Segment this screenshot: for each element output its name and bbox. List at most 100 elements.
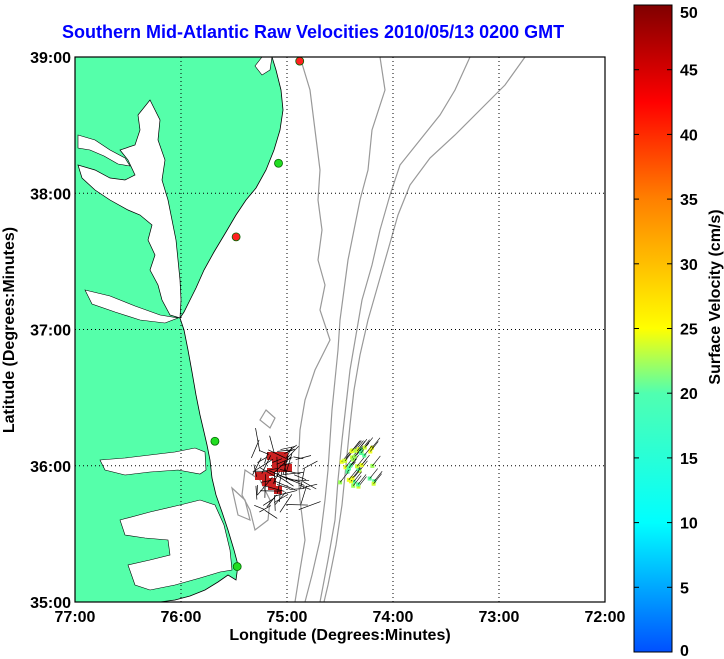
velocity-vector — [279, 494, 293, 513]
y-tick-label: 37:00 — [30, 323, 71, 340]
velocity-vector — [265, 468, 278, 472]
velocity-vector — [255, 427, 261, 452]
velocity-vector — [274, 491, 287, 505]
velocity-vector — [348, 457, 358, 469]
velocity-vector — [268, 449, 287, 459]
velocity-cell — [272, 458, 280, 466]
velocity-vector — [254, 504, 265, 510]
james-river — [84, 289, 180, 324]
colorbar-tick-label: 50 — [680, 5, 698, 22]
plot-frame — [74, 56, 606, 603]
velocity-cell — [255, 472, 263, 480]
velocity-vector — [279, 489, 281, 503]
chart-title: Southern Mid-Atlantic Raw Velocities 201… — [62, 22, 565, 42]
velocity-cell — [280, 452, 288, 460]
station-marker — [274, 158, 283, 168]
velocity-vector — [264, 509, 278, 519]
velocity-cell — [284, 464, 292, 472]
albemarle-sound — [99, 447, 207, 476]
velocity-vector — [354, 446, 363, 457]
grid-lines — [75, 57, 605, 602]
colorbar-tick-label: 20 — [680, 386, 698, 403]
velocity-vector — [279, 462, 293, 467]
y-tick-label: 36:00 — [30, 459, 71, 476]
velocity-vector — [364, 437, 373, 448]
x-tick-label: 75:00 — [267, 609, 308, 626]
velocity-cell — [278, 464, 286, 472]
potomac-river — [77, 134, 131, 167]
velocity-vector — [277, 449, 294, 452]
velocity-vector — [285, 446, 293, 459]
station-marker — [231, 232, 241, 242]
velocity-cell — [261, 472, 269, 480]
velocity-vector — [255, 485, 258, 500]
station-marker — [232, 562, 242, 571]
velocity-vector — [352, 467, 361, 479]
velocity-vector — [373, 473, 382, 484]
pamlico-sound — [119, 499, 233, 591]
velocity-vector — [286, 445, 299, 459]
y-tick-label: 38:00 — [30, 186, 71, 203]
velocity-vector — [300, 468, 305, 489]
velocity-vector — [265, 485, 285, 492]
colorbar-tick-label: 10 — [680, 516, 698, 533]
colorbar-tick-label: 30 — [680, 257, 698, 274]
velocity-vector — [284, 460, 287, 481]
velocity-vector — [302, 481, 317, 490]
x-tick-label: 74:00 — [373, 609, 414, 626]
velocity-vector — [260, 467, 277, 478]
velocity-vector — [298, 501, 321, 510]
velocity-vector — [289, 488, 305, 490]
delaware-bay — [254, 57, 273, 76]
velocity-vector — [295, 455, 312, 460]
velocity-vector — [272, 458, 283, 463]
velocity-vector — [356, 456, 366, 467]
velocity-vector — [261, 455, 272, 474]
velocity-vector — [293, 456, 304, 460]
velocity-vector — [348, 469, 358, 481]
station-marker — [295, 56, 305, 66]
velocity-vector — [282, 455, 289, 475]
x-tick-label: 77:00 — [55, 609, 96, 626]
velocity-vector — [356, 440, 366, 452]
x-axis-label: Longitude (Degrees:Minutes) — [229, 627, 450, 644]
velocity-vector — [273, 494, 289, 503]
velocity-vector — [276, 457, 293, 465]
velocity-vector — [351, 441, 360, 452]
velocity-vector — [353, 471, 362, 482]
velocity-vector — [294, 474, 307, 480]
colorbar-tick-label: 40 — [680, 127, 698, 144]
velocity-vector — [369, 468, 378, 479]
velocity-cell — [262, 478, 270, 486]
velocity-cell — [267, 452, 275, 460]
colorbar-tick-label: 15 — [680, 451, 698, 468]
velocity-vector — [278, 475, 301, 483]
x-tick-label: 73:00 — [479, 609, 520, 626]
velocity-vector — [339, 472, 349, 483]
velocity-vector — [352, 475, 362, 486]
velocity-vector — [272, 471, 280, 484]
velocity-cell — [272, 464, 280, 472]
colorbar-tick-label: 5 — [680, 580, 689, 597]
velocity-vector — [302, 483, 318, 488]
y-tick-label: 35:00 — [30, 595, 71, 612]
velocity-vector — [280, 469, 301, 475]
velocity-cell — [268, 482, 276, 490]
velocity-vector — [364, 445, 373, 456]
velocity-vector — [276, 474, 294, 487]
velocity-vector — [280, 446, 296, 450]
velocity-vector — [252, 458, 274, 473]
velocity-vector — [302, 460, 318, 470]
colorbar — [633, 4, 673, 653]
y-axis-label: Latitude (Degrees:Minutes) — [1, 227, 18, 433]
x-tick-label: 72:00 — [585, 609, 626, 626]
velocity-vector — [251, 439, 260, 459]
velocity-vector — [286, 504, 308, 506]
velocity-cell — [274, 452, 282, 460]
velocity-vector — [269, 435, 275, 453]
colorbar-tick-label: 45 — [680, 63, 698, 80]
colorbar-label: Surface Velocity (cm/s) — [707, 209, 724, 384]
velocity-vector — [370, 441, 379, 452]
velocity-vector — [371, 437, 381, 448]
velocity-vector — [300, 485, 307, 505]
